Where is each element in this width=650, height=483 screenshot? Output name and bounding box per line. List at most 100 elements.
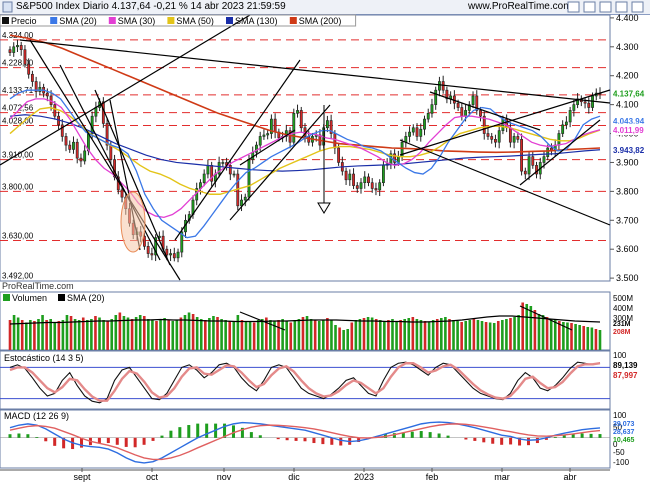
price-value-tag-bg: [611, 87, 650, 99]
volume-bar: [20, 320, 24, 350]
macd-histogram-bar: [133, 437, 137, 448]
volume-bar: [106, 321, 109, 350]
volume-bar: [440, 318, 443, 350]
close-icon[interactable]: [631, 1, 644, 13]
volume-bar: [505, 319, 508, 350]
macd-histogram-bar: [35, 437, 39, 438]
macd-histogram-bar: [106, 437, 110, 444]
zoom-out-icon[interactable]: [599, 1, 612, 13]
volume-bar: [374, 319, 378, 350]
candle-body: [172, 253, 176, 259]
stochastic-value-tag: 87,997: [613, 371, 638, 380]
macd-histogram-bar: [446, 435, 450, 438]
macd-histogram-bar: [169, 430, 173, 438]
volume-bar: [273, 321, 276, 350]
candle-body: [490, 136, 494, 140]
candle-body: [72, 141, 75, 150]
candle-body: [464, 110, 467, 117]
volume-bar: [350, 322, 354, 350]
volume-bar: [33, 321, 36, 350]
volume-bar: [431, 320, 435, 350]
legend-swatch: [58, 294, 65, 301]
macd-histogram-bar: [303, 437, 307, 442]
macd-histogram-bar: [491, 437, 495, 444]
highlight-ellipse: [120, 191, 146, 253]
candle-body: [561, 124, 565, 134]
macd-histogram-bar: [571, 434, 575, 438]
candle-body: [169, 253, 172, 256]
macd-histogram-bar: [249, 432, 253, 438]
sma130-line: [9, 114, 601, 172]
volume-bar: [204, 320, 207, 350]
volume-bar: [378, 320, 382, 350]
magnifier-icon[interactable]: [567, 1, 580, 13]
macd-histogram-bar: [231, 425, 235, 438]
candle-body: [266, 133, 270, 136]
macd-value-tag: 28,637: [613, 429, 635, 436]
volume-bar: [8, 320, 12, 350]
macd-histogram-bar: [258, 435, 262, 438]
volume-bar: [476, 320, 480, 350]
candle-body: [531, 156, 535, 166]
volume-bar: [460, 322, 463, 350]
sma20-line: [9, 89, 601, 239]
trendline: [239, 129, 296, 166]
price-axis-tick: 4.200: [616, 71, 639, 81]
macd-histogram-bar: [196, 423, 200, 438]
volume-bar: [216, 317, 219, 350]
price-value-tag: 4.137,64: [613, 90, 645, 99]
candle-body: [382, 165, 385, 183]
volume-bar: [456, 321, 459, 350]
volume-bar: [529, 306, 533, 350]
volume-bar: [407, 318, 411, 350]
volume-bar: [301, 317, 305, 350]
volume-bar: [130, 319, 134, 350]
candle-body: [8, 49, 12, 53]
volume-bar: [541, 315, 545, 350]
zoom-in-icon[interactable]: [583, 1, 596, 13]
volume-bar: [61, 320, 65, 350]
app-icon: [2, 1, 13, 13]
restore-icon[interactable]: [615, 1, 628, 13]
candle-body: [19, 45, 23, 50]
candle-body: [120, 189, 124, 198]
volume-bar: [29, 320, 32, 350]
volume-bar: [297, 319, 301, 350]
volume-bar: [553, 320, 557, 350]
candle-body: [445, 89, 449, 100]
volume-bar: [171, 321, 175, 350]
candle-body: [355, 185, 359, 189]
candle-body: [434, 89, 438, 105]
candle-body: [359, 182, 363, 189]
volume-bar: [94, 316, 97, 350]
candle-body: [165, 248, 169, 256]
candle-body: [325, 120, 329, 129]
candle-body: [255, 144, 258, 153]
volume-bar: [77, 320, 81, 350]
price-axis-tick: 3.700: [616, 215, 639, 225]
level-label: 3.910,00: [2, 151, 34, 160]
volume-bar: [98, 317, 101, 350]
macd-histogram-bar: [44, 437, 48, 442]
macd-legend-label: MACD (12 26 9): [4, 411, 69, 421]
volume-bar: [562, 322, 565, 350]
legend-swatch: [167, 17, 175, 24]
candle-body: [68, 144, 72, 150]
candle-body: [419, 128, 423, 137]
volume-axis-tick: 231M: [613, 321, 631, 328]
volume-bar: [179, 317, 183, 350]
volume-bar: [118, 312, 122, 350]
volume-bar: [395, 321, 398, 350]
volume-bar: [232, 322, 236, 350]
volume-bar: [594, 329, 598, 350]
trendline: [399, 89, 611, 156]
candle-body: [344, 170, 348, 181]
volume-bar: [370, 317, 374, 350]
volume-bar: [199, 319, 203, 350]
legend-label: SMA (130): [235, 16, 278, 26]
candle-body: [299, 110, 303, 129]
volume-bar: [260, 319, 264, 350]
level-label: 4.324,00: [2, 31, 34, 40]
